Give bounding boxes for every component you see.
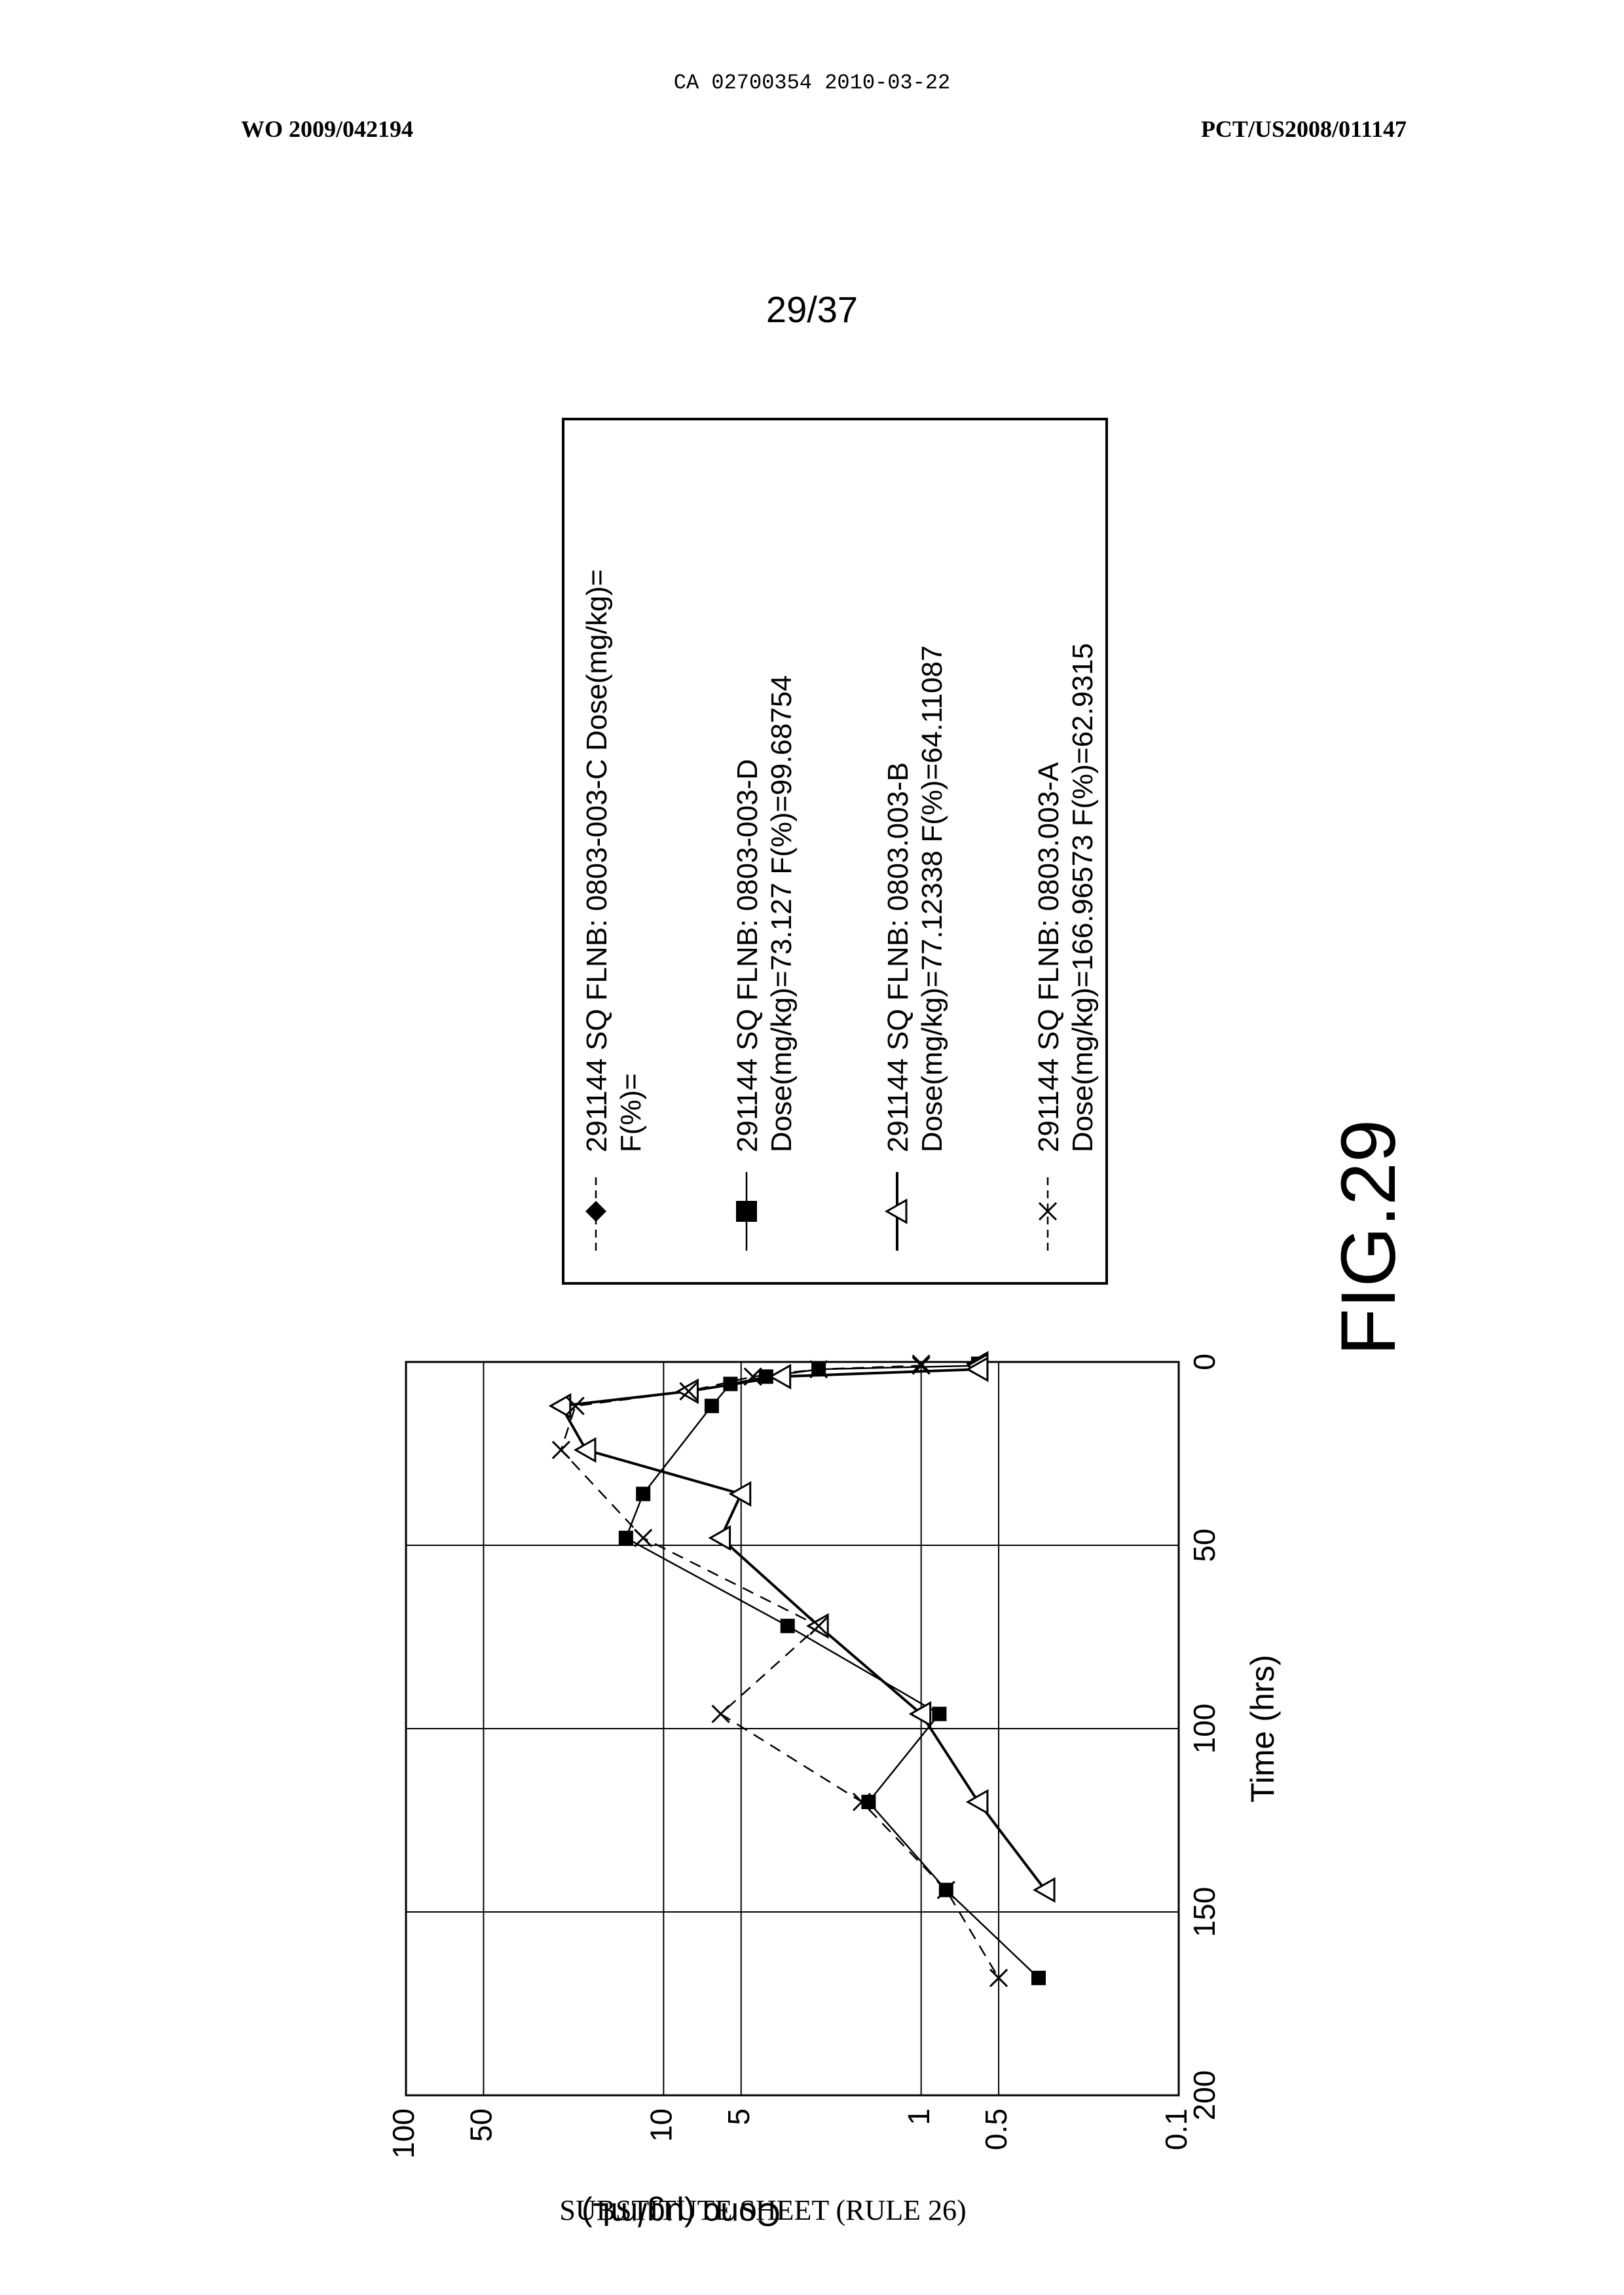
x-tick-labels: 050100150200 bbox=[1187, 1353, 1221, 2120]
figure-label: FIG.29 bbox=[1325, 1120, 1412, 1356]
y-tick-label: 100 bbox=[386, 2108, 420, 2159]
chart-plot-area: 050100150200 0.10.5151050100 Time (hrs) … bbox=[386, 1353, 1281, 2233]
legend-entry-text: Dose(mg/kg)=77.12338 F(%)=64.11087 bbox=[916, 645, 948, 1152]
data-point-square bbox=[861, 1795, 876, 1809]
legend-entry-text: Dose(mg/kg)=166.96573 F(%)=62.9315 bbox=[1067, 643, 1099, 1152]
data-point-triangle bbox=[576, 1439, 595, 1461]
data-point-square bbox=[1031, 1971, 1046, 1985]
x-tick-label: 50 bbox=[1187, 1528, 1221, 1562]
legend-entry-text: F(%)= bbox=[615, 1073, 647, 1152]
series-lines bbox=[561, 1364, 1045, 1978]
data-point-square bbox=[705, 1399, 719, 1413]
grid-lines bbox=[406, 1362, 1179, 2095]
legend-entry-text: 291144 SQ FLNB: 0803-003-C Dose(mg/kg)= bbox=[581, 569, 613, 1152]
y-tick-labels: 0.1 0.5 1 5 10 50 100 bbox=[386, 2108, 1193, 2159]
y-tick-label: 10 bbox=[644, 2108, 678, 2142]
data-point-x bbox=[635, 1530, 652, 1547]
data-point-square bbox=[781, 1619, 795, 1633]
y-tick-label: 1 bbox=[902, 2108, 936, 2125]
series-markers bbox=[551, 1353, 1054, 1987]
data-point-x bbox=[712, 1706, 729, 1723]
data-point-x bbox=[553, 1441, 570, 1458]
x-axis-label: Time (hrs) bbox=[1244, 1655, 1281, 1803]
data-point-square bbox=[932, 1707, 946, 1721]
y-axis-label: Conc (µg/mL) bbox=[581, 2196, 781, 2233]
series-line-square bbox=[626, 1364, 1039, 1978]
y-tick-label: 50 bbox=[464, 2108, 498, 2142]
y-tick-label: 0.5 bbox=[979, 2108, 1013, 2150]
data-point-square bbox=[619, 1531, 633, 1545]
data-point-triangle bbox=[968, 1791, 987, 1813]
legend-entry-text: 291144 SQ FLNB: 0803.003-B bbox=[882, 762, 914, 1152]
x-tick-label: 100 bbox=[1187, 1704, 1221, 1754]
legend-marker-square bbox=[736, 1201, 757, 1222]
data-point-square bbox=[636, 1487, 650, 1501]
data-point-square bbox=[723, 1377, 737, 1391]
data-point-triangle bbox=[771, 1365, 790, 1387]
series-line-triangle bbox=[561, 1364, 1045, 1890]
x-tick-label: 0 bbox=[1187, 1353, 1221, 1370]
legend-entry-text: 291144 SQ FLNB: 0803.003-A bbox=[1033, 762, 1065, 1152]
series-line-x bbox=[561, 1364, 999, 1978]
y-tick-label: 5 bbox=[722, 2108, 756, 2125]
legend-entry-text: 291144 SQ FLNB: 0803-003-D bbox=[731, 759, 764, 1152]
x-tick-label: 150 bbox=[1187, 1887, 1221, 1937]
legend-entry-text: Dose(mg/kg)=73.127 F(%)=99.68754 bbox=[766, 675, 798, 1152]
legend-box bbox=[563, 419, 1107, 1283]
chart-legend: 291144 SQ FLNB: 0803-003-C Dose(mg/kg)=F… bbox=[563, 419, 1107, 1283]
y-tick-label: 0.1 bbox=[1159, 2108, 1193, 2150]
